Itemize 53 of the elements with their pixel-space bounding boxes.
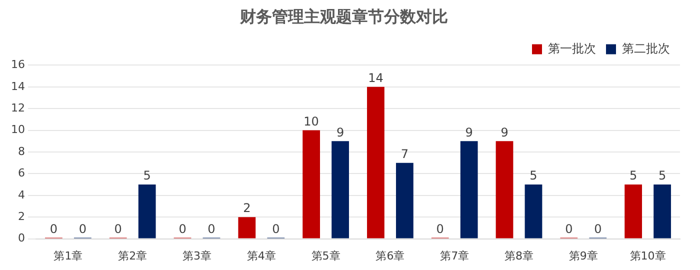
x-tick-label: 第8章 — [504, 249, 534, 262]
bar — [624, 184, 642, 238]
x-tick-label: 第4章 — [246, 249, 276, 262]
data-label: 9 — [336, 125, 344, 140]
data-label: 0 — [178, 222, 186, 236]
bar — [460, 141, 478, 238]
data-label: 9 — [465, 125, 473, 140]
legend-label: 第一批次 — [548, 41, 596, 56]
y-tick-label: 4 — [18, 188, 25, 202]
y-tick-label: 2 — [18, 210, 25, 223]
data-label: 2 — [243, 201, 251, 216]
bar — [396, 162, 414, 238]
x-tick-label: 第1章 — [54, 249, 83, 262]
y-tick-label: 6 — [18, 166, 25, 180]
data-label: 5 — [629, 168, 638, 183]
data-label: 5 — [658, 168, 666, 183]
x-tick-label: 第5章 — [311, 249, 340, 262]
bar — [654, 184, 671, 238]
y-tick-label: 0 — [18, 232, 25, 245]
x-tick-label: 第7章 — [440, 249, 470, 262]
chart-title: 财务管理主观题章节分数对比 — [239, 6, 448, 26]
data-label: 14 — [368, 71, 384, 86]
bar — [524, 184, 542, 238]
bar — [302, 130, 320, 238]
y-tick-label: 8 — [18, 144, 25, 158]
bar — [238, 217, 256, 238]
x-tick-label: 第2章 — [118, 249, 148, 262]
data-label: 0 — [594, 222, 602, 236]
data-label: 5 — [530, 168, 538, 183]
data-label: 0 — [436, 222, 444, 236]
bar — [332, 141, 349, 238]
data-label: 10 — [304, 114, 319, 128]
data-label: 0 — [78, 222, 87, 236]
y-tick-label: 16 — [10, 58, 25, 72]
data-label: 0 — [272, 222, 280, 236]
data-label: 0 — [208, 222, 216, 236]
data-label: 0 — [50, 222, 58, 236]
x-tick-label: 第3章 — [182, 249, 212, 262]
y-tick-label: 14 — [10, 80, 25, 93]
y-tick-label: 10 — [10, 123, 25, 136]
x-tick-label: 第9章 — [568, 249, 598, 262]
data-label: 0 — [114, 222, 122, 236]
data-label: 9 — [500, 125, 508, 140]
data-label: 0 — [565, 222, 573, 236]
x-tick-label: 第10章 — [630, 249, 666, 262]
data-label: 7 — [400, 146, 409, 161]
x-tick-label: 第6章 — [376, 249, 405, 262]
bar — [367, 86, 384, 238]
y-tick-label: 12 — [10, 101, 25, 114]
legend-label: 第二批次 — [622, 41, 670, 56]
bar — [496, 141, 514, 238]
bar — [138, 184, 156, 238]
data-label: 5 — [143, 168, 151, 183]
